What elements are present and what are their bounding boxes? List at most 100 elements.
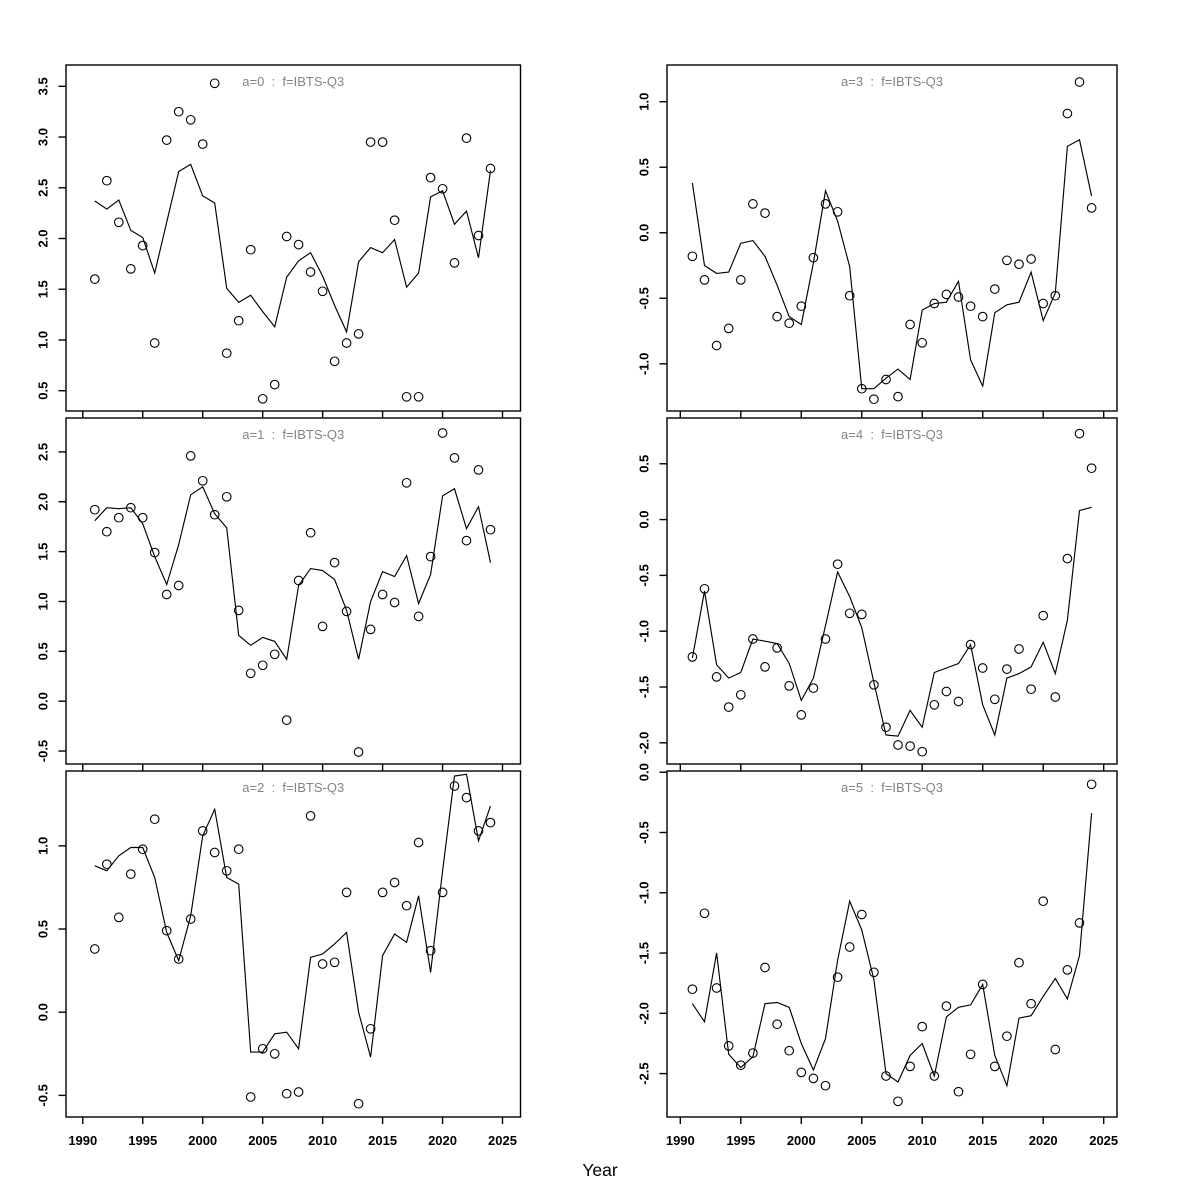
y-tick-label: 2.0 bbox=[36, 229, 51, 247]
observed-point bbox=[137, 844, 148, 855]
observed-point bbox=[341, 338, 352, 348]
observed-point bbox=[1002, 1031, 1012, 1042]
observed-point bbox=[329, 557, 340, 568]
observed-point bbox=[365, 1023, 376, 1034]
observed-point bbox=[173, 580, 184, 591]
observed-point bbox=[113, 912, 124, 923]
y-tick-label: 0.0 bbox=[36, 692, 51, 710]
observed-point bbox=[977, 979, 988, 990]
observed-point bbox=[941, 1001, 952, 1011]
observed-point bbox=[929, 1071, 940, 1081]
x-tick-label: 2000 bbox=[188, 1133, 217, 1148]
observed-point bbox=[449, 781, 460, 791]
observed-point bbox=[748, 199, 758, 209]
y-tick-label: -0.5 bbox=[637, 821, 652, 843]
observed-point bbox=[989, 284, 1000, 294]
observed-point bbox=[1050, 1044, 1061, 1055]
observed-point bbox=[209, 78, 220, 89]
observed-point bbox=[461, 792, 472, 803]
observed-point bbox=[1074, 428, 1085, 439]
observed-point bbox=[881, 1071, 891, 1081]
observed-point bbox=[389, 877, 400, 888]
observed-point bbox=[1002, 255, 1012, 266]
panel-title-a0: a=0 : f=IBTS-Q3 bbox=[242, 74, 345, 89]
observed-point bbox=[401, 477, 412, 488]
observed-point bbox=[977, 663, 988, 673]
observed-point bbox=[269, 649, 280, 660]
y-tick-label: 0.5 bbox=[36, 382, 51, 400]
observed-point bbox=[881, 722, 891, 733]
x-tick-label: 1995 bbox=[128, 1133, 157, 1148]
observed-point bbox=[101, 175, 112, 186]
observed-point bbox=[1014, 957, 1024, 968]
x-axis-title: Year bbox=[582, 1160, 618, 1180]
panel-title-a5: a=5 : f=IBTS-Q3 bbox=[841, 780, 943, 795]
observed-point bbox=[989, 694, 1000, 705]
observed-point bbox=[317, 621, 328, 632]
observed-point bbox=[735, 689, 746, 700]
observed-point bbox=[329, 957, 340, 968]
observed-point bbox=[699, 583, 710, 594]
observed-point bbox=[173, 106, 184, 117]
observed-point bbox=[185, 451, 196, 461]
observed-point bbox=[233, 605, 244, 616]
observed-point bbox=[905, 319, 915, 330]
observed-point bbox=[317, 286, 328, 297]
y-tick-label: -1.0 bbox=[637, 882, 652, 904]
observed-point bbox=[377, 887, 388, 898]
observed-point bbox=[772, 1019, 782, 1030]
observed-point bbox=[711, 340, 722, 351]
y-tick-label: 0.5 bbox=[637, 455, 652, 473]
y-tick-label: -1.0 bbox=[637, 353, 652, 375]
x-tick-label: 2010 bbox=[908, 1133, 937, 1148]
observed-point bbox=[808, 683, 819, 693]
observed-point bbox=[917, 1021, 928, 1032]
y-tick-label: -0.5 bbox=[36, 1084, 51, 1106]
observed-point bbox=[209, 847, 220, 858]
observed-point bbox=[281, 1088, 292, 1099]
observed-point bbox=[1062, 553, 1073, 564]
observed-point bbox=[329, 356, 340, 367]
observed-point bbox=[209, 509, 220, 520]
observed-point bbox=[185, 914, 196, 924]
observed-point bbox=[197, 139, 208, 149]
y-tick-label: 1.5 bbox=[36, 543, 51, 561]
observed-point bbox=[1050, 692, 1061, 702]
observed-point bbox=[437, 183, 448, 194]
y-tick-label: 3.5 bbox=[36, 77, 51, 95]
x-tick-label: 2025 bbox=[488, 1133, 517, 1148]
fitted-line bbox=[691, 813, 1093, 1088]
x-tick-label: 2025 bbox=[1089, 1133, 1118, 1148]
x-tick-label: 2020 bbox=[428, 1133, 457, 1148]
y-tick-label: 2.0 bbox=[36, 493, 51, 511]
y-tick-label: 1.0 bbox=[36, 331, 51, 349]
observed-point bbox=[89, 944, 100, 954]
y-tick-label: 1.0 bbox=[36, 837, 51, 855]
observed-point bbox=[1026, 998, 1036, 1009]
observed-point bbox=[989, 1061, 1000, 1072]
observed-point bbox=[977, 311, 988, 322]
observed-point bbox=[820, 199, 831, 209]
x-tick-label: 2015 bbox=[968, 1133, 997, 1148]
observed-point bbox=[185, 114, 196, 125]
observed-point bbox=[197, 826, 208, 836]
y-tick-label: 0.5 bbox=[36, 642, 51, 660]
observed-point bbox=[173, 954, 184, 964]
observed-point bbox=[473, 465, 484, 475]
observed-point bbox=[437, 887, 448, 898]
x-tick-label: 2000 bbox=[787, 1133, 816, 1148]
observed-point bbox=[687, 652, 698, 662]
observed-point bbox=[893, 1096, 903, 1107]
observed-point bbox=[699, 908, 710, 919]
observed-point bbox=[869, 394, 879, 405]
observed-point bbox=[1038, 896, 1049, 907]
observed-point bbox=[269, 379, 280, 390]
observed-point bbox=[856, 383, 867, 394]
observed-point bbox=[784, 318, 795, 329]
observed-point bbox=[137, 512, 148, 523]
y-tick-label: -2.0 bbox=[637, 1002, 652, 1024]
observed-point bbox=[161, 589, 172, 600]
observed-point bbox=[723, 1041, 734, 1051]
observed-point bbox=[953, 696, 964, 707]
